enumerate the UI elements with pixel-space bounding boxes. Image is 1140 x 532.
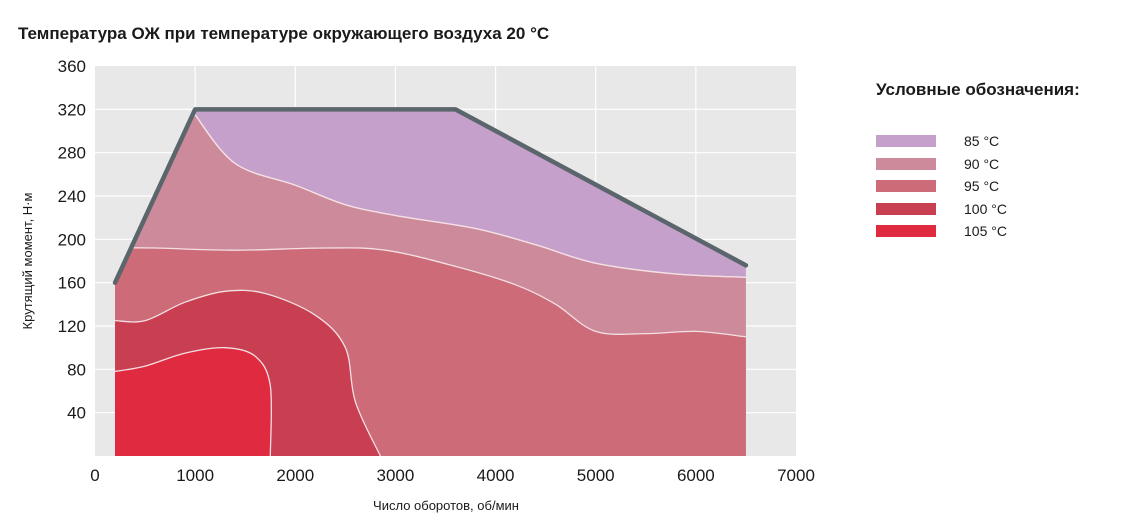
legend-swatch [876, 180, 936, 192]
y-tick-label: 40 [67, 404, 86, 423]
legend-title: Условные обозначения: [876, 80, 1080, 99]
y-tick-label: 80 [67, 360, 86, 379]
plot-area: 0 1000 2000 3000 4000 5000 6000 7000 40 80 120 160 2… [58, 57, 815, 485]
x-tick-label: 1000 [176, 466, 214, 485]
y-axis-label: Крутящий момент, Н·м [20, 192, 35, 329]
legend-label: 105 °C [964, 223, 1007, 239]
x-axis-label: Число оборотов, об/мин [373, 498, 519, 513]
zone-boundary [115, 289, 381, 456]
legend-swatch [876, 157, 936, 170]
x-tick-label: 4000 [477, 466, 515, 485]
y-tick-label: 160 [58, 274, 86, 293]
legend-label: 85 °C [964, 133, 1000, 149]
x-tick-label: 6000 [677, 466, 715, 485]
zone-boundary [194, 114, 746, 278]
x-tick-label: 5000 [577, 466, 615, 485]
y-tick-label: 280 [58, 144, 86, 163]
y-tick-label: 200 [58, 230, 86, 249]
legend-label: 95 °C [964, 178, 1000, 194]
legend-swatch [876, 202, 936, 215]
y-tick-label: 320 [58, 100, 86, 119]
zone-105c [115, 347, 272, 456]
x-tick-label: 2000 [276, 466, 314, 485]
x-tick-label: 3000 [377, 466, 415, 485]
legend-swatch [876, 225, 936, 237]
zone-boundary [115, 346, 273, 456]
zone-boundary [115, 247, 746, 338]
y-tick-label: 360 [58, 57, 86, 76]
legend-label: 90 °C [964, 155, 1000, 172]
legend-swatch [876, 135, 936, 147]
temperature-zones [115, 109, 746, 456]
x-tick-label: 7000 [777, 466, 815, 485]
y-tick-label: 240 [58, 187, 86, 206]
legend-label: 100 °C [964, 200, 1007, 217]
chart-title: Температура ОЖ при температуре окружающе… [18, 24, 550, 43]
y-tick-label: 120 [58, 317, 86, 336]
x-tick-label: 0 [90, 466, 99, 485]
torque-limit-line [112, 107, 749, 285]
